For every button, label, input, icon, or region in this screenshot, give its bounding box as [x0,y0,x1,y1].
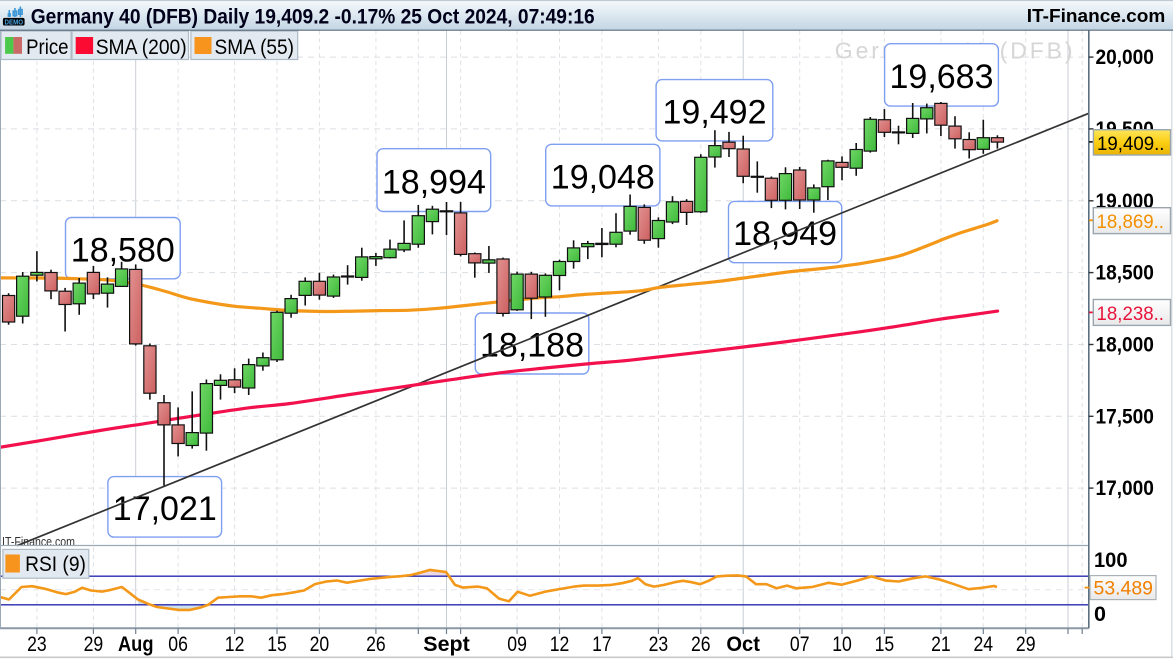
svg-text:0: 0 [1094,602,1106,626]
svg-text:17,000: 17,000 [1096,476,1154,500]
svg-text:17,500: 17,500 [1096,404,1154,428]
svg-text:Germany 40 (DFB) Daily 19,409.: Germany 40 (DFB) Daily 19,409.2 -0.17% 2… [31,5,595,29]
svg-text:19,492: 19,492 [663,94,767,132]
svg-text:100: 100 [1094,548,1128,572]
svg-text:18,994: 18,994 [382,163,486,201]
svg-text:09: 09 [507,633,527,656]
svg-text:26: 26 [366,633,386,656]
svg-text:18,000: 18,000 [1096,333,1154,357]
svg-text:07: 07 [790,633,810,656]
svg-text:17: 17 [592,633,612,656]
svg-text:53.489: 53.489 [1094,578,1154,600]
svg-text:19,683: 19,683 [890,58,994,96]
svg-text:23: 23 [649,633,669,656]
svg-text:Oct: Oct [726,633,760,656]
svg-text:23: 23 [27,633,47,656]
svg-text:18,869..: 18,869.. [1097,211,1165,233]
svg-text:06: 06 [168,633,188,656]
svg-text:18,580: 18,580 [71,231,175,269]
svg-text:12: 12 [550,633,570,656]
svg-text:21: 21 [931,633,951,656]
svg-text:15: 15 [267,633,287,656]
svg-text:18,500: 18,500 [1096,261,1154,285]
svg-text:15: 15 [875,633,895,656]
svg-text:Price: Price [26,35,68,59]
svg-text:Sept: Sept [423,633,470,656]
svg-text:10: 10 [832,633,852,656]
svg-text:18,188: 18,188 [480,327,584,365]
svg-text:24: 24 [974,633,994,656]
svg-text:SMA (55): SMA (55) [215,35,295,59]
svg-text:20: 20 [310,633,330,656]
svg-text:17,021: 17,021 [113,490,217,528]
svg-text:20,000: 20,000 [1096,45,1154,69]
svg-text:DEMO: DEMO [5,17,24,26]
svg-text:29: 29 [1016,633,1036,656]
svg-text:19,409..: 19,409.. [1097,133,1165,155]
svg-text:26: 26 [691,633,711,656]
svg-text:Aug: Aug [118,633,154,656]
svg-text:RSI (9): RSI (9) [25,552,86,576]
svg-text:IT-Finance.com: IT-Finance.com [1027,5,1166,26]
svg-text:18,238..: 18,238.. [1097,303,1165,325]
svg-text:29: 29 [84,633,104,656]
svg-text:19,048: 19,048 [551,158,655,196]
svg-text:12: 12 [225,633,245,656]
svg-text:SMA (200): SMA (200) [96,35,187,59]
